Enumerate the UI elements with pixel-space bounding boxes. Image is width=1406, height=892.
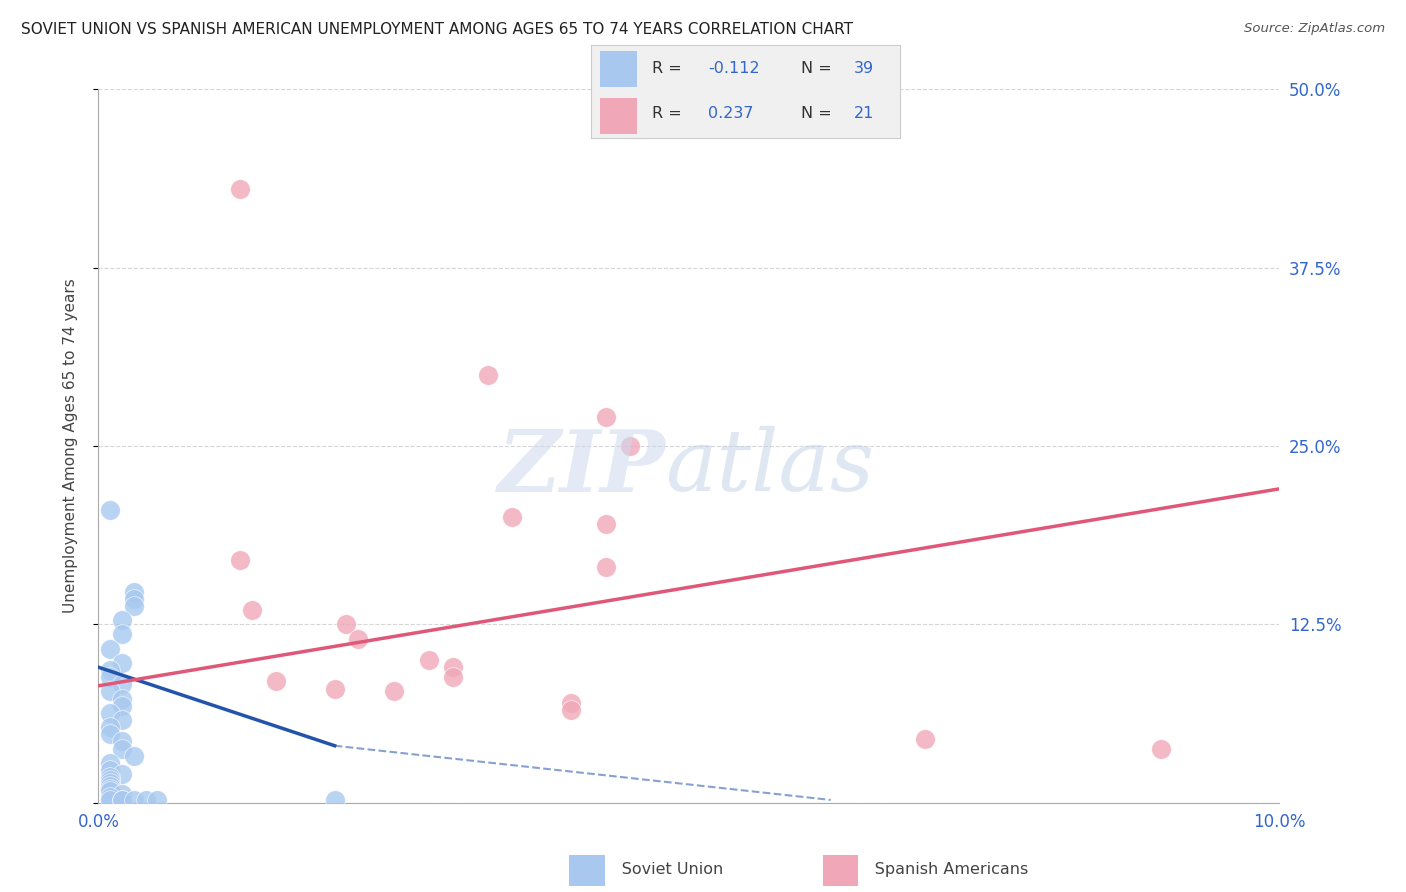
Text: R =: R =: [652, 106, 688, 121]
Text: N =: N =: [801, 106, 837, 121]
Point: [111, 767, 134, 781]
Point: [98, 503, 121, 517]
Point: [98, 641, 121, 656]
Text: atlas: atlas: [665, 426, 875, 508]
Point: [122, 748, 145, 763]
Point: [264, 674, 287, 689]
Text: R =: R =: [652, 62, 688, 77]
Point: [914, 731, 936, 746]
Point: [111, 656, 134, 670]
Point: [111, 613, 134, 627]
Point: [477, 368, 499, 382]
Point: [98, 720, 121, 734]
Point: [122, 599, 145, 613]
FancyBboxPatch shape: [600, 98, 637, 134]
Text: Spanish Americans: Spanish Americans: [844, 863, 1028, 877]
Point: [240, 603, 263, 617]
Point: [595, 517, 617, 532]
Point: [122, 591, 145, 606]
Point: [111, 713, 134, 727]
Point: [229, 553, 252, 567]
Point: [111, 691, 134, 706]
Point: [111, 627, 134, 641]
Point: [98, 784, 121, 798]
Point: [382, 684, 405, 698]
Point: [111, 698, 134, 713]
Text: SOVIET UNION VS SPANISH AMERICAN UNEMPLOYMENT AMONG AGES 65 TO 74 YEARS CORRELAT: SOVIET UNION VS SPANISH AMERICAN UNEMPLO…: [21, 22, 853, 37]
Point: [418, 653, 440, 667]
Point: [111, 793, 134, 807]
Point: [98, 781, 121, 796]
Text: 39: 39: [853, 62, 873, 77]
Point: [441, 670, 464, 684]
Point: [98, 727, 121, 741]
Point: [98, 763, 121, 777]
Point: [347, 632, 370, 646]
Point: [111, 793, 134, 807]
Point: [441, 660, 464, 674]
Point: [146, 793, 169, 807]
Point: [595, 560, 617, 574]
FancyBboxPatch shape: [600, 51, 637, 87]
Point: [111, 677, 134, 691]
Point: [98, 790, 121, 805]
Point: [501, 510, 523, 524]
Point: [98, 670, 121, 684]
Point: [122, 584, 145, 599]
Text: 21: 21: [853, 106, 873, 121]
Point: [98, 770, 121, 784]
Point: [98, 776, 121, 790]
Point: [111, 741, 134, 756]
Text: Soviet Union: Soviet Union: [591, 863, 723, 877]
Text: ZIP: ZIP: [498, 425, 665, 509]
Text: Source: ZipAtlas.com: Source: ZipAtlas.com: [1244, 22, 1385, 36]
Point: [323, 793, 346, 807]
Point: [98, 706, 121, 720]
Point: [98, 793, 121, 807]
Point: [1150, 741, 1173, 756]
Point: [560, 703, 582, 717]
Point: [135, 793, 157, 807]
Point: [595, 410, 617, 425]
Point: [98, 756, 121, 770]
Y-axis label: Unemployment Among Ages 65 to 74 years: Unemployment Among Ages 65 to 74 years: [63, 278, 77, 614]
Point: [98, 779, 121, 793]
Point: [323, 681, 346, 696]
Point: [560, 696, 582, 710]
Point: [98, 663, 121, 677]
Text: N =: N =: [801, 62, 837, 77]
Point: [229, 182, 252, 196]
Point: [111, 734, 134, 748]
Point: [122, 793, 145, 807]
Point: [98, 772, 121, 787]
Point: [619, 439, 641, 453]
Point: [111, 787, 134, 801]
Text: -0.112: -0.112: [709, 62, 759, 77]
Point: [335, 617, 357, 632]
Point: [98, 684, 121, 698]
Text: 0.237: 0.237: [709, 106, 754, 121]
